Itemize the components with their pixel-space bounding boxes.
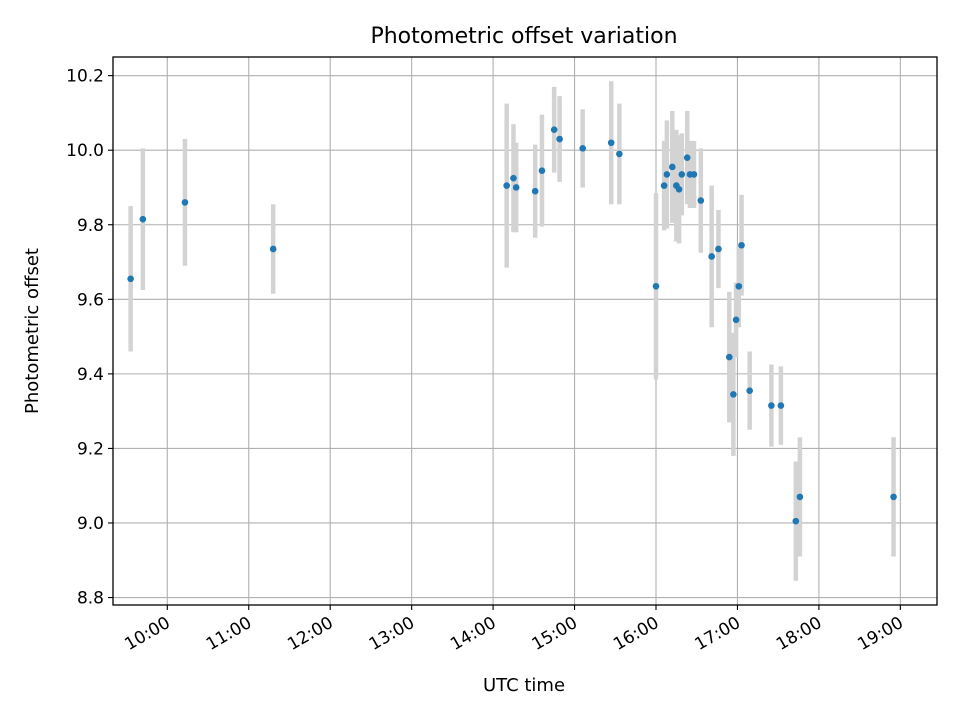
data-point xyxy=(510,174,517,182)
data-point xyxy=(726,353,733,361)
data-point xyxy=(660,182,668,189)
y-axis-label: Photometric offset xyxy=(22,248,43,414)
data-point xyxy=(746,387,753,394)
x-tick-label: 17:00 xyxy=(692,613,744,655)
x-tick-label: 15:00 xyxy=(529,613,581,655)
x-tick-label: 11:00 xyxy=(203,613,255,655)
data-point xyxy=(503,182,510,189)
data-point xyxy=(652,282,660,290)
y-tick-label: 9.0 xyxy=(77,514,104,534)
plot-frame xyxy=(112,56,938,606)
data-point xyxy=(738,241,745,249)
y-tick-label: 8.8 xyxy=(77,589,104,609)
data-point xyxy=(550,126,558,133)
y-tick-label: 9.6 xyxy=(77,290,104,310)
data-point xyxy=(538,167,546,175)
error-bars xyxy=(128,81,896,581)
y-tick-label: 9.8 xyxy=(77,216,104,236)
data-point xyxy=(127,275,134,283)
x-tick-label: 16:00 xyxy=(610,613,662,655)
data-point xyxy=(697,197,705,204)
data-point xyxy=(616,150,623,158)
y-tick-label: 10.0 xyxy=(66,141,104,161)
data-point xyxy=(777,402,785,409)
data-point xyxy=(796,493,804,501)
data-point xyxy=(690,171,698,178)
x-axis-label: UTC time xyxy=(483,675,565,696)
data-point xyxy=(730,391,737,398)
data-point xyxy=(531,187,539,195)
x-axis-ticks: 10:00 11:00 12:00 13:00 14:00 15:00 16:00 17:00… xyxy=(121,605,907,655)
data-point xyxy=(715,245,722,253)
data-point xyxy=(792,517,800,525)
x-tick-label: 18:00 xyxy=(773,613,825,655)
y-axis-ticks: 8.8 9.0 9.2 9.4 9.6 9.8 10.0 10.2 xyxy=(66,67,113,609)
data-point xyxy=(732,316,740,324)
data-point xyxy=(678,171,686,178)
y-tick-label: 9.2 xyxy=(77,439,104,459)
data-point xyxy=(579,145,586,152)
data-point xyxy=(735,282,743,290)
data-point xyxy=(890,493,897,501)
data-point xyxy=(768,402,775,409)
x-tick-label: 10:00 xyxy=(121,613,173,655)
y-tick-label: 10.2 xyxy=(66,67,104,87)
data-point xyxy=(708,253,715,260)
data-point xyxy=(683,154,691,161)
x-tick-label: 14:00 xyxy=(447,613,499,655)
data-point xyxy=(181,199,189,206)
chart-title: Photometric offset variation xyxy=(370,24,677,49)
data-point xyxy=(512,184,520,191)
data-points xyxy=(127,126,897,525)
x-tick-label: 13:00 xyxy=(366,613,418,655)
data-point xyxy=(675,186,683,193)
x-tick-label: 12:00 xyxy=(284,613,336,655)
data-point xyxy=(668,163,676,171)
data-point xyxy=(663,171,671,178)
y-tick-label: 9.4 xyxy=(77,365,104,385)
data-point xyxy=(556,135,563,143)
x-tick-label: 19:00 xyxy=(854,613,906,655)
data-point xyxy=(269,245,277,253)
grid-lines xyxy=(113,57,937,605)
data-point xyxy=(607,139,615,147)
data-point xyxy=(139,215,147,223)
